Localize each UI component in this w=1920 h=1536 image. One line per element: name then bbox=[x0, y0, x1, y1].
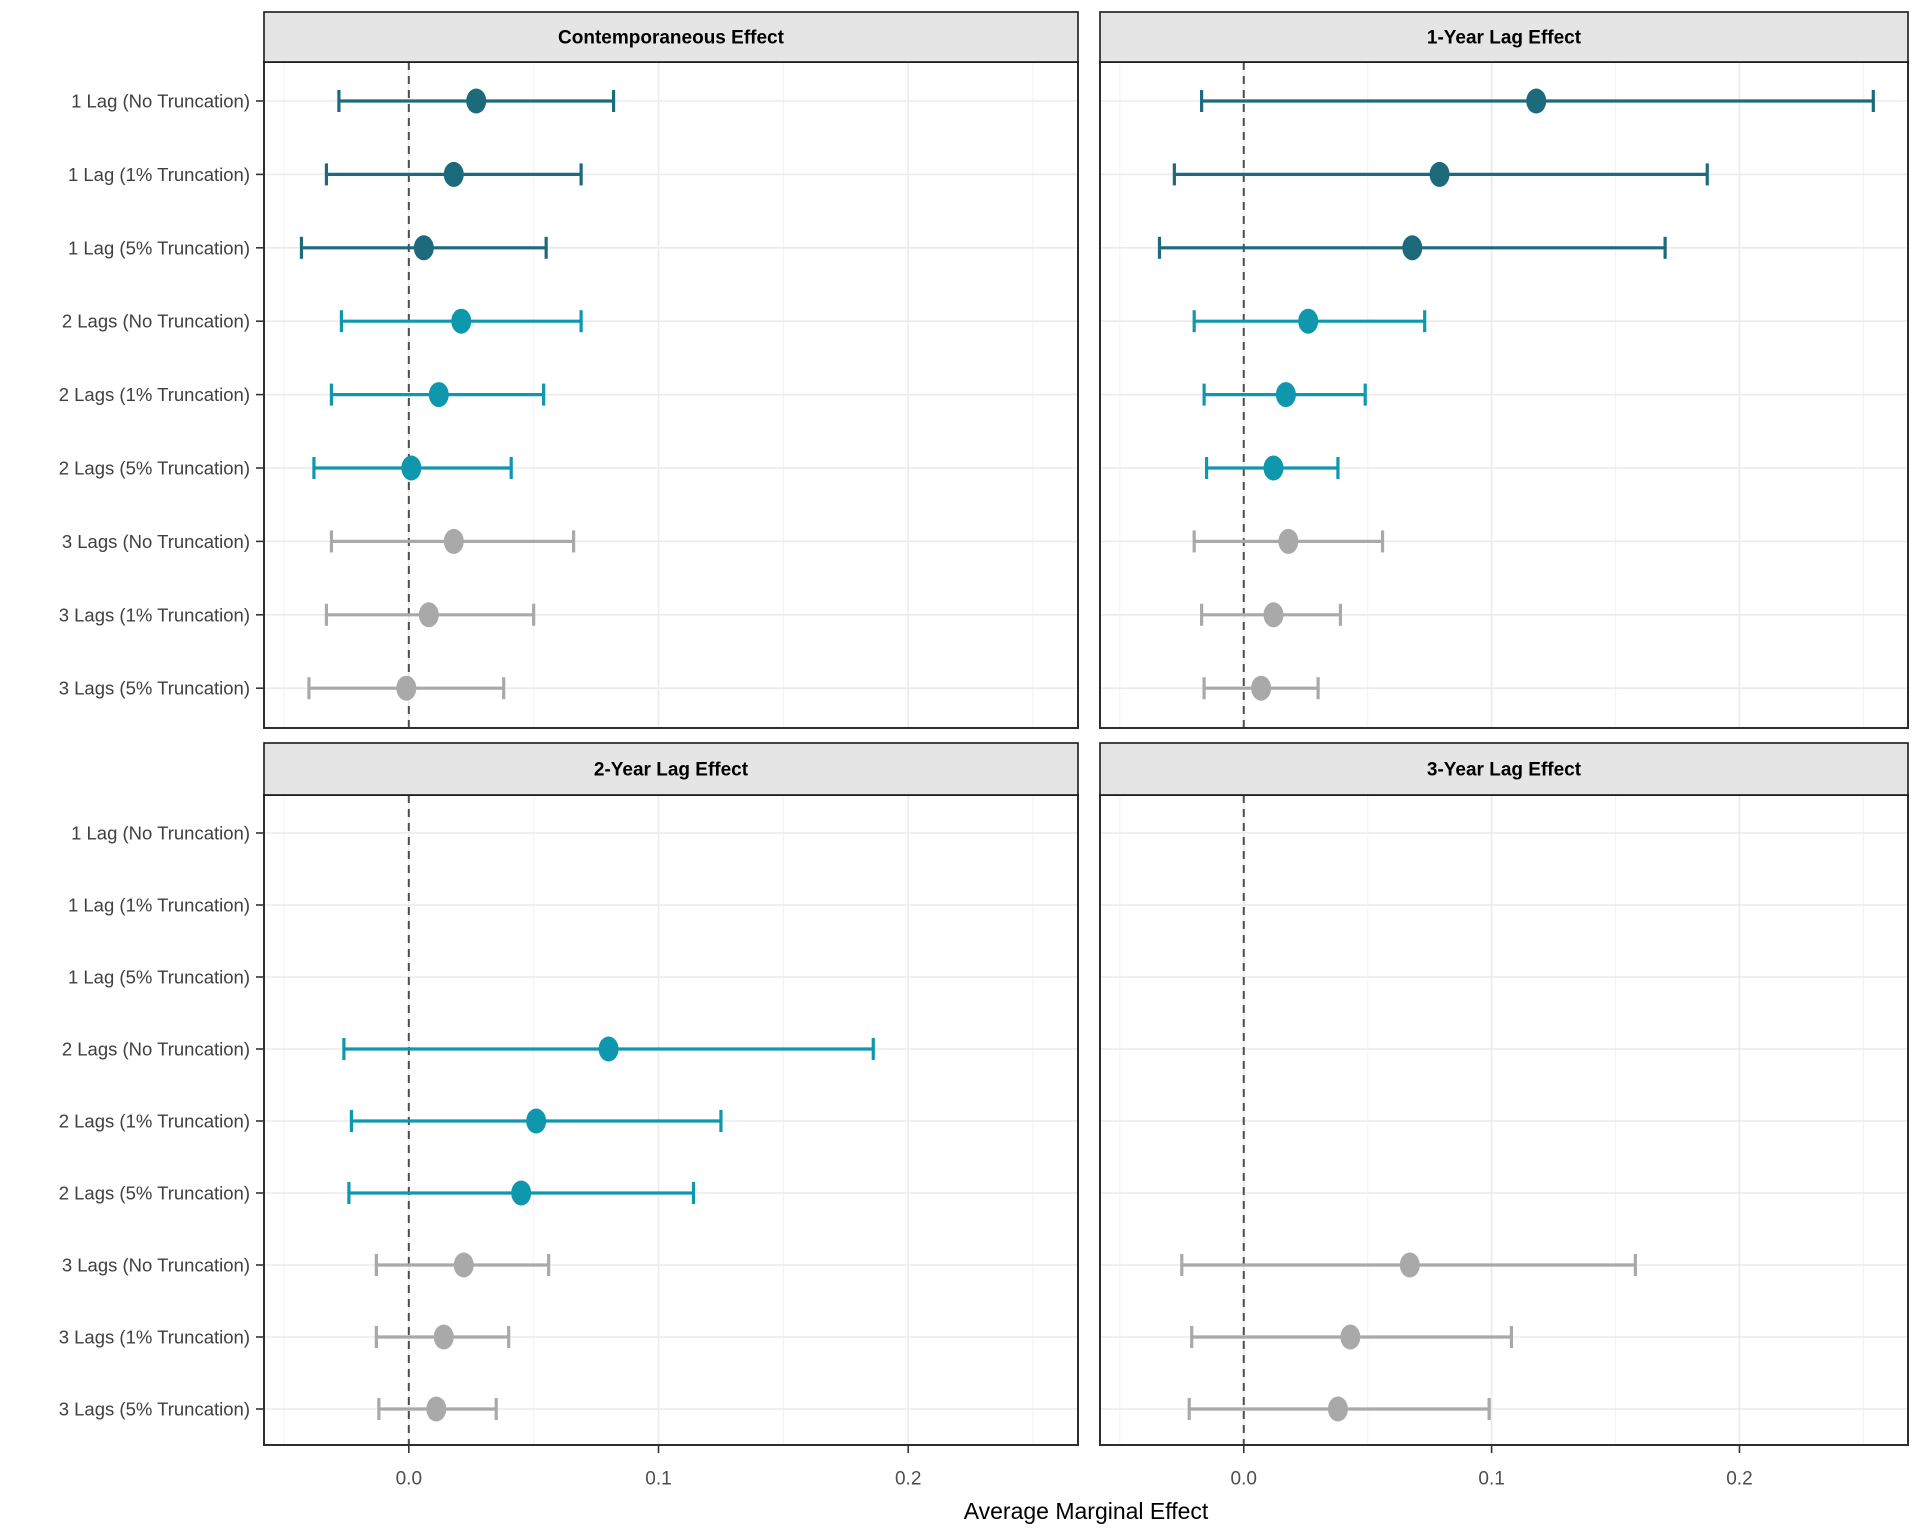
y-axis-label: 1 Lag (1% Truncation) bbox=[68, 895, 250, 916]
y-axis-label: 1 Lag (1% Truncation) bbox=[68, 164, 250, 185]
x-axis-tick-label: 0.2 bbox=[1726, 1469, 1752, 1490]
point-estimate bbox=[443, 161, 464, 187]
y-axis-label: 2 Lags (No Truncation) bbox=[62, 1039, 250, 1060]
point-estimate bbox=[418, 602, 439, 628]
panel-strip-title: Contemporaneous Effect bbox=[558, 28, 785, 49]
y-axis-label: 2 Lags (No Truncation) bbox=[62, 311, 250, 332]
x-axis-tick-label: 0.0 bbox=[1231, 1469, 1257, 1490]
point-estimate bbox=[1327, 1396, 1348, 1422]
panel-strip-title: 3-Year Lag Effect bbox=[1427, 760, 1582, 781]
panel-strip bbox=[1099, 742, 1909, 796]
y-axis-label: 1 Lag (No Truncation) bbox=[71, 91, 250, 112]
point-estimate bbox=[453, 1252, 474, 1278]
point-estimate bbox=[1263, 455, 1284, 481]
point-estimate bbox=[1298, 308, 1319, 334]
panel-strip bbox=[263, 11, 1079, 63]
point-estimate bbox=[413, 235, 434, 261]
point-estimate bbox=[598, 1036, 619, 1062]
y-axis-label: 2 Lags (5% Truncation) bbox=[59, 1183, 250, 1204]
x-axis-tick-label: 0.2 bbox=[895, 1469, 921, 1490]
y-axis-label: 2 Lags (1% Truncation) bbox=[59, 1111, 250, 1132]
point-estimate bbox=[426, 1396, 447, 1422]
y-axis-label: 3 Lags (No Truncation) bbox=[62, 531, 250, 552]
x-axis-tick-label: 0.0 bbox=[396, 1469, 422, 1490]
y-axis-label: 2 Lags (5% Truncation) bbox=[59, 458, 250, 479]
point-estimate bbox=[433, 1324, 454, 1350]
y-axis-label: 3 Lags (No Truncation) bbox=[62, 1255, 250, 1276]
panel-strip bbox=[1099, 11, 1909, 63]
point-estimate bbox=[451, 308, 472, 334]
x-axis-tick-label: 0.1 bbox=[1478, 1469, 1504, 1490]
point-estimate bbox=[1263, 602, 1284, 628]
y-axis-label: 1 Lag (5% Truncation) bbox=[68, 967, 250, 988]
x-axis-tick-label: 0.1 bbox=[645, 1469, 671, 1490]
x-axis-title: Average Marginal Effect bbox=[963, 1498, 1209, 1524]
point-estimate bbox=[1429, 161, 1450, 187]
y-axis-label: 3 Lags (5% Truncation) bbox=[59, 1399, 250, 1420]
y-axis-label: 1 Lag (5% Truncation) bbox=[68, 237, 250, 258]
y-axis-label: 3 Lags (1% Truncation) bbox=[59, 604, 250, 625]
panel-strip-title: 1-Year Lag Effect bbox=[1427, 28, 1582, 49]
point-estimate bbox=[1399, 1252, 1420, 1278]
point-estimate bbox=[466, 88, 487, 114]
y-axis-label: 3 Lags (1% Truncation) bbox=[59, 1327, 250, 1348]
point-estimate bbox=[428, 382, 449, 408]
panel-strip-title: 2-Year Lag Effect bbox=[594, 760, 749, 781]
point-estimate bbox=[1278, 528, 1299, 554]
panel-background bbox=[1100, 795, 1908, 1445]
y-axis-label: 2 Lags (1% Truncation) bbox=[59, 384, 250, 405]
y-axis-label: 1 Lag (No Truncation) bbox=[71, 823, 250, 844]
y-axis-label: 3 Lags (5% Truncation) bbox=[59, 678, 250, 699]
point-estimate bbox=[396, 675, 417, 701]
point-estimate bbox=[1526, 88, 1547, 114]
panel-strip bbox=[263, 742, 1079, 796]
point-estimate bbox=[526, 1108, 547, 1134]
point-estimate bbox=[401, 455, 422, 481]
point-estimate bbox=[1251, 675, 1272, 701]
point-estimate bbox=[511, 1180, 532, 1206]
point-estimate bbox=[1402, 235, 1423, 261]
point-estimate bbox=[1275, 382, 1296, 408]
point-estimate bbox=[443, 528, 464, 554]
point-estimate bbox=[1340, 1324, 1361, 1350]
